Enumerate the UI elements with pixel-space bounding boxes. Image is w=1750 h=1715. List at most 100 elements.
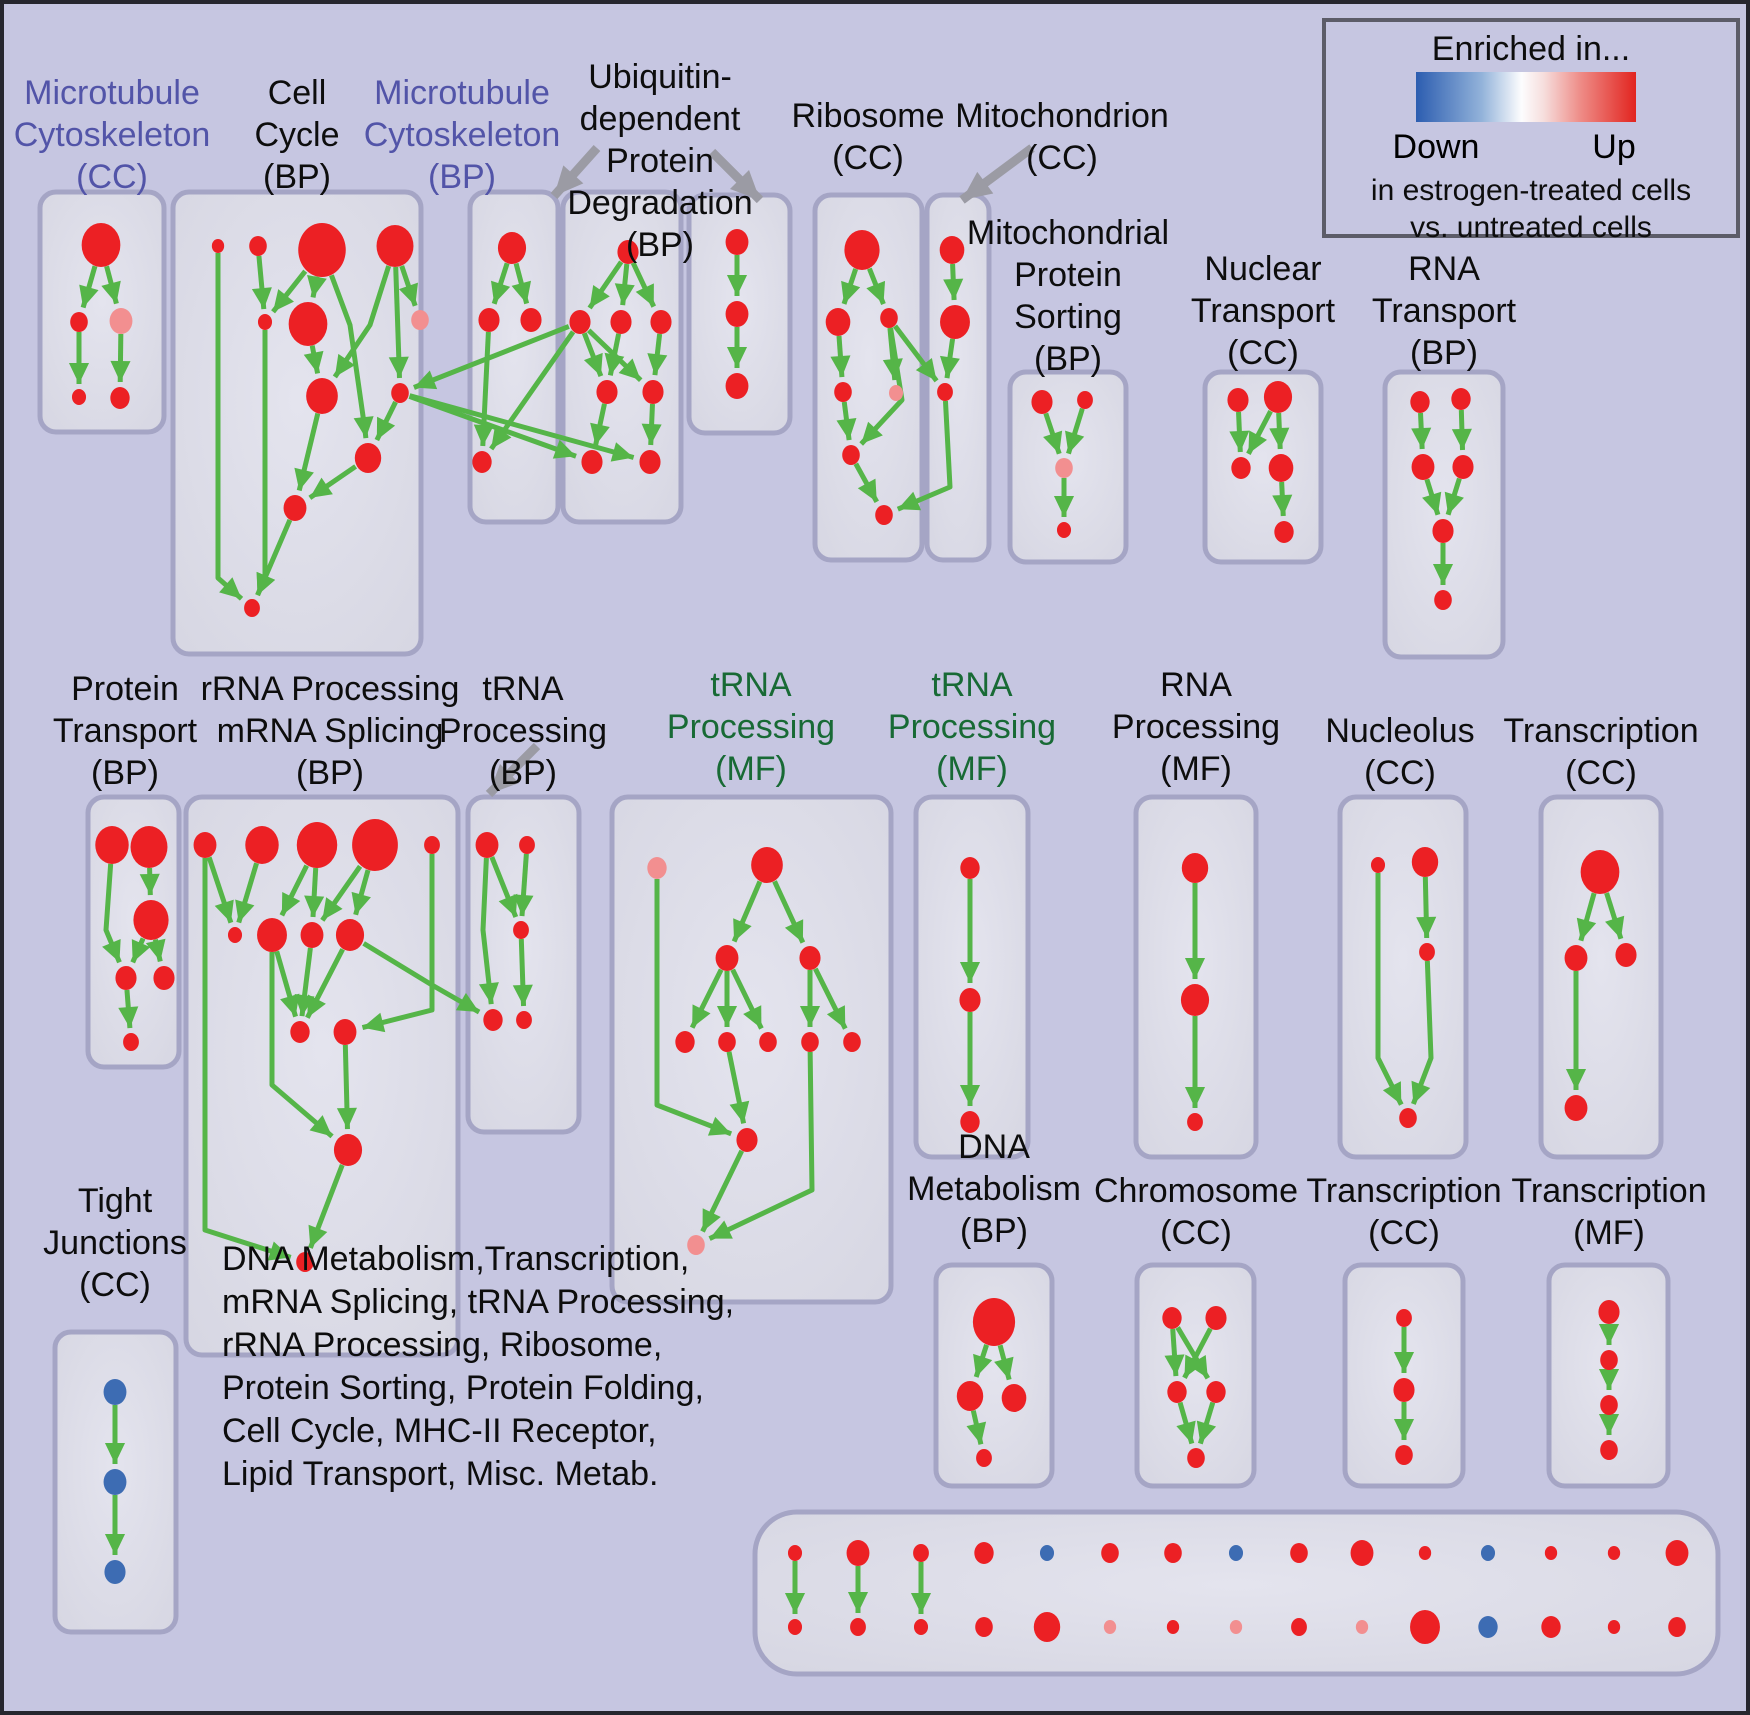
cluster-box-rna-transport [1382, 369, 1506, 660]
cluster-box-transcription-cc-mid [1538, 794, 1664, 1160]
go-node-misc-b4 [1033, 1612, 1061, 1642]
go-node-mt-bp-ml [478, 308, 500, 332]
go-node-misc-t5 [1101, 1543, 1119, 1563]
go-node-rna-transport-mid [1432, 519, 1454, 543]
edge-rrna-c-h [304, 867, 325, 918]
go-node-misc-t9 [1350, 1540, 1374, 1566]
edge-protein-transport-bl-bot [118, 989, 139, 1029]
go-node-ribosome-r2r [880, 308, 898, 328]
edge-trna-bp-tl-bl [478, 857, 499, 1005]
go-node-ubiquitin-r4r [639, 450, 661, 474]
edge-nuclear-transport-tr-mr [1269, 412, 1290, 450]
go-node-mitochondrion-r3 [937, 383, 953, 401]
go-node-trna-bp-mid [513, 921, 529, 939]
edge-cell-cycle-s2-m1 [251, 255, 272, 310]
go-node-ubiquitin-r3r [642, 380, 664, 404]
go-node-chromosome-tl [1162, 1307, 1182, 1329]
go-node-dna-metabolism-bl [956, 1381, 984, 1411]
edge-rrna-g-p [274, 950, 300, 1018]
go-node-misc-b13 [1607, 1620, 1621, 1634]
edge-cell-cycle-hub-l2 [374, 400, 398, 442]
go-node-misc-b2 [913, 1619, 929, 1635]
edge-nucleolus-tr-mid [1416, 876, 1437, 939]
collapsed-categories-note: DNA Metabolism,Transcription, mRNA Splic… [222, 1240, 735, 1493]
go-node-ubiquitin-r2r [650, 310, 672, 334]
edge-rrna-i-p [305, 948, 345, 1019]
go-node-rrna-f [227, 927, 243, 943]
edge-mitochondrion-top-mid [943, 263, 964, 301]
go-node-mt-bp-bot [472, 451, 492, 473]
legend-subtitle-2: vs. untreated cells [1410, 211, 1652, 244]
go-node-ubiq-chain-a [725, 229, 749, 255]
edge-rrna-t-u [308, 1164, 345, 1249]
go-node-rna-transport-mr [1452, 455, 1474, 479]
go-node-mito-sort-tr [1077, 391, 1093, 409]
go-node-chromosome-bot [1187, 1448, 1205, 1468]
go-node-protein-transport-br [153, 966, 175, 990]
go-node-mt-cc-ml [70, 312, 88, 332]
go-node-misc-b11 [1478, 1616, 1498, 1638]
go-node-misc-t11 [1480, 1545, 1496, 1561]
edge-cell-cycle-m2-l1 [303, 345, 324, 374]
edge-cell-cycle-s1-bot [215, 253, 244, 601]
edge-trna-mf-1-big-ml [731, 880, 763, 943]
cluster-box-ubiquitin [560, 189, 684, 525]
edge-ribosome-r3l-hub [836, 401, 857, 441]
go-node-rna-proc-mf-c [1187, 1113, 1203, 1131]
label-pointer-arrow-1 [708, 148, 764, 204]
edge-rrna-d-i [351, 869, 371, 916]
edge-ribosome-top-r2r [866, 267, 886, 305]
edge-ubiquitin-r2l-r3l [581, 332, 604, 378]
edge-nuclear-transport-tr-ml [1246, 410, 1273, 455]
go-node-transcription-mf-b [1600, 1350, 1618, 1370]
edge-cell-cycle-b2-hub [388, 266, 409, 379]
edge-trna-mf-1-r3d-bp [708, 1051, 815, 1241]
edge-trna-bp-mid-br [512, 938, 533, 1007]
go-node-trna-mf-1-big [751, 847, 783, 883]
edge-dna-metabolism-bl-bot [966, 1410, 987, 1445]
go-node-rrna-d [352, 819, 398, 871]
go-node-misc-b8 [1291, 1618, 1307, 1636]
go-node-trna-mf-2-a [960, 857, 980, 879]
go-node-mitochondrion-top [939, 236, 965, 264]
go-node-mt-cc-br [110, 387, 130, 409]
go-node-transcription-cc-mid-top [1580, 850, 1620, 894]
edge-ubiquitin-top-r2l [587, 260, 624, 310]
go-node-rrna-b [245, 826, 279, 864]
go-node-ubiquitin-top [617, 240, 639, 264]
go-node-misc-t3 [974, 1542, 994, 1564]
go-node-mt-cc-mr [109, 308, 133, 334]
go-node-trna-mf-2-c [960, 1111, 980, 1133]
go-node-misc-b3 [975, 1617, 993, 1637]
go-node-cell-cycle-s1 [211, 239, 225, 253]
go-node-chromosome-mr [1206, 1381, 1226, 1403]
edge-trna-mf-1-r3b-hub [726, 1051, 750, 1124]
edge-ribosome-hub-bot [853, 462, 879, 504]
go-node-mt-cc-top [81, 223, 121, 267]
go-node-protein-transport-t2 [130, 826, 168, 868]
go-node-trna-mf-1-r3c [759, 1032, 777, 1052]
edge-dna-metabolism-big-br [994, 1344, 1014, 1381]
go-node-rrna-q [333, 1019, 357, 1045]
go-node-transcription-cc-bot-c [1395, 1445, 1413, 1465]
go-node-trna-bp-tr [519, 836, 535, 854]
cross-edge-ubiquitin-to-cell-cycle [413, 324, 570, 390]
go-node-mitochondrion-mid [940, 305, 970, 339]
edge-layer [68, 253, 1625, 1614]
go-node-tight-junctions-b [103, 1469, 127, 1495]
edge-rrna-e-q [361, 854, 435, 1033]
go-node-cell-cycle-l2 [354, 443, 382, 473]
edge-mito-sort-tr-pk [1065, 407, 1085, 455]
edge-ubiquitin-top-r2m [614, 263, 635, 306]
go-node-cell-cycle-b2 [376, 225, 414, 267]
go-node-misc-t12 [1544, 1546, 1558, 1560]
go-node-rrna-a [193, 832, 217, 858]
go-node-nuclear-transport-tl [1227, 388, 1249, 412]
edge-rrna-c-g [279, 864, 309, 917]
go-node-ubiquitin-r2m [610, 310, 632, 334]
go-node-nucleolus-tr [1411, 847, 1439, 877]
cluster-box-cell-cycle [170, 189, 424, 657]
edge-ubiquitin-r2l-r3r [586, 328, 643, 383]
edge-cell-cycle-b2-l1 [332, 265, 392, 379]
go-node-transcription-cc-mid-ml [1564, 945, 1588, 971]
